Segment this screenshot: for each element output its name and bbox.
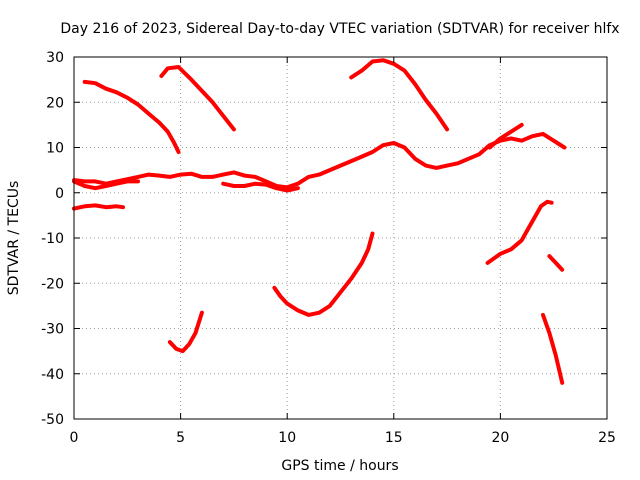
y-tick-label: 20	[46, 95, 64, 111]
x-tick-label: 0	[70, 430, 79, 446]
series-arc-8	[74, 205, 123, 208]
plot-frame	[74, 57, 607, 419]
x-tick-label: 10	[278, 430, 296, 446]
series-arc-7	[490, 125, 522, 148]
sdtvar-chart: Day 216 of 2023, Sidereal Day-to-day VTE…	[0, 0, 640, 480]
y-tick-label: -40	[41, 367, 64, 383]
x-tick-label: 25	[598, 430, 616, 446]
y-tick-label: -50	[41, 412, 64, 428]
y-axis-label: SDTVAR / TECUs	[6, 181, 22, 296]
series-arc-11	[488, 202, 552, 263]
x-tick-label: 20	[491, 430, 509, 446]
series-arc-2	[161, 67, 234, 129]
series-arc-4	[74, 134, 564, 187]
y-tick-label: 0	[55, 186, 64, 202]
x-axis-label: GPS time / hours	[281, 458, 398, 474]
chart-title: Day 216 of 2023, Sidereal Day-to-day VTE…	[60, 21, 619, 37]
y-tick-labels: 30 20 10 0 -10 -20 -30 -40 -50	[41, 50, 64, 428]
series-layer	[74, 60, 564, 383]
series-arc-3	[351, 60, 447, 129]
y-tick-label: -20	[41, 276, 64, 292]
x-tick-label: 15	[385, 430, 403, 446]
y-tick-label: 10	[46, 141, 64, 157]
grid	[74, 57, 607, 419]
series-arc-1	[85, 82, 179, 152]
series-arc-10	[274, 234, 372, 315]
y-tick-label: -30	[41, 322, 64, 338]
x-tick-label: 5	[176, 430, 185, 446]
series-arc-9	[170, 313, 202, 351]
y-tick-label: 30	[46, 50, 64, 66]
series-arc-12	[549, 256, 562, 270]
x-tick-labels: 0 5 10 15 20 25	[70, 430, 616, 446]
y-tick-label: -10	[41, 231, 64, 247]
series-arc-13	[543, 315, 562, 383]
ticks	[74, 57, 607, 419]
